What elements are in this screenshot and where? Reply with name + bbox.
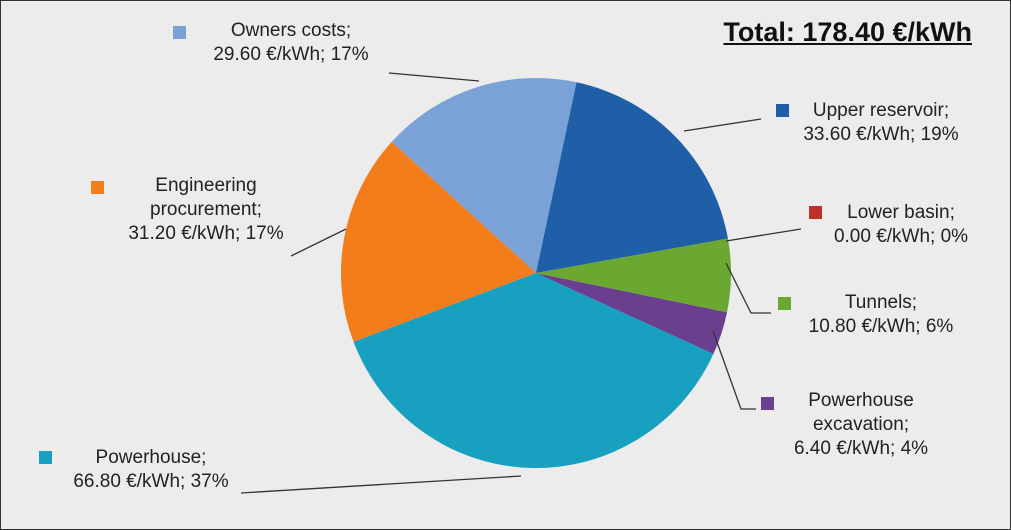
category-label: Tunnels; xyxy=(844,292,918,313)
category-label: Engineering procurement; xyxy=(150,175,262,220)
data-label: Lower basin; 0.00 €/kWh; 0% xyxy=(816,201,986,249)
value-label: 31.20 €/kWh; 17% xyxy=(128,223,284,244)
label-marker xyxy=(39,451,52,464)
value-label: 66.80 €/kWh; 37% xyxy=(73,471,229,492)
value-label: 33.60 €/kWh; 19% xyxy=(803,124,959,145)
label-marker xyxy=(761,397,774,410)
category-label: Lower basin; xyxy=(847,202,955,223)
data-label: Upper reservoir; 33.60 €/kWh; 19% xyxy=(781,99,981,147)
pie-slice xyxy=(353,273,714,469)
leader-lines xyxy=(240,72,802,494)
pie-slice xyxy=(536,82,728,273)
data-label: Powerhouse excavation; 6.40 €/kWh; 4% xyxy=(781,389,941,461)
pie-slice xyxy=(536,238,731,313)
category-label: Powerhouse; xyxy=(95,447,207,468)
pie-slice xyxy=(536,273,728,354)
category-label: Owners costs; xyxy=(230,20,352,41)
chart-title: Total: 178.40 €/kWh xyxy=(723,17,972,47)
value-label: 0.00 €/kWh; 0% xyxy=(833,226,969,247)
label-marker xyxy=(91,181,104,194)
category-label: Upper reservoir; xyxy=(812,100,950,121)
pie-slice xyxy=(341,141,536,342)
value-label: 10.80 €/kWh; 6% xyxy=(808,316,954,337)
data-label: Engineering procurement; 31.20 €/kWh; 17% xyxy=(101,174,311,246)
label-marker xyxy=(809,206,822,219)
category-label: Powerhouse excavation; xyxy=(808,390,914,435)
data-label: Owners costs; 29.60 €/kWh; 17% xyxy=(191,19,391,67)
label-marker xyxy=(173,26,186,39)
label-marker xyxy=(776,104,789,117)
data-label: Powerhouse; 66.80 €/kWh; 37% xyxy=(41,446,261,494)
label-marker xyxy=(778,297,791,310)
data-label: Tunnels; 10.80 €/kWh; 6% xyxy=(786,291,976,339)
pie-slice xyxy=(391,77,577,273)
value-label: 6.40 €/kWh; 4% xyxy=(793,438,929,459)
value-label: 29.60 €/kWh; 17% xyxy=(213,44,369,65)
